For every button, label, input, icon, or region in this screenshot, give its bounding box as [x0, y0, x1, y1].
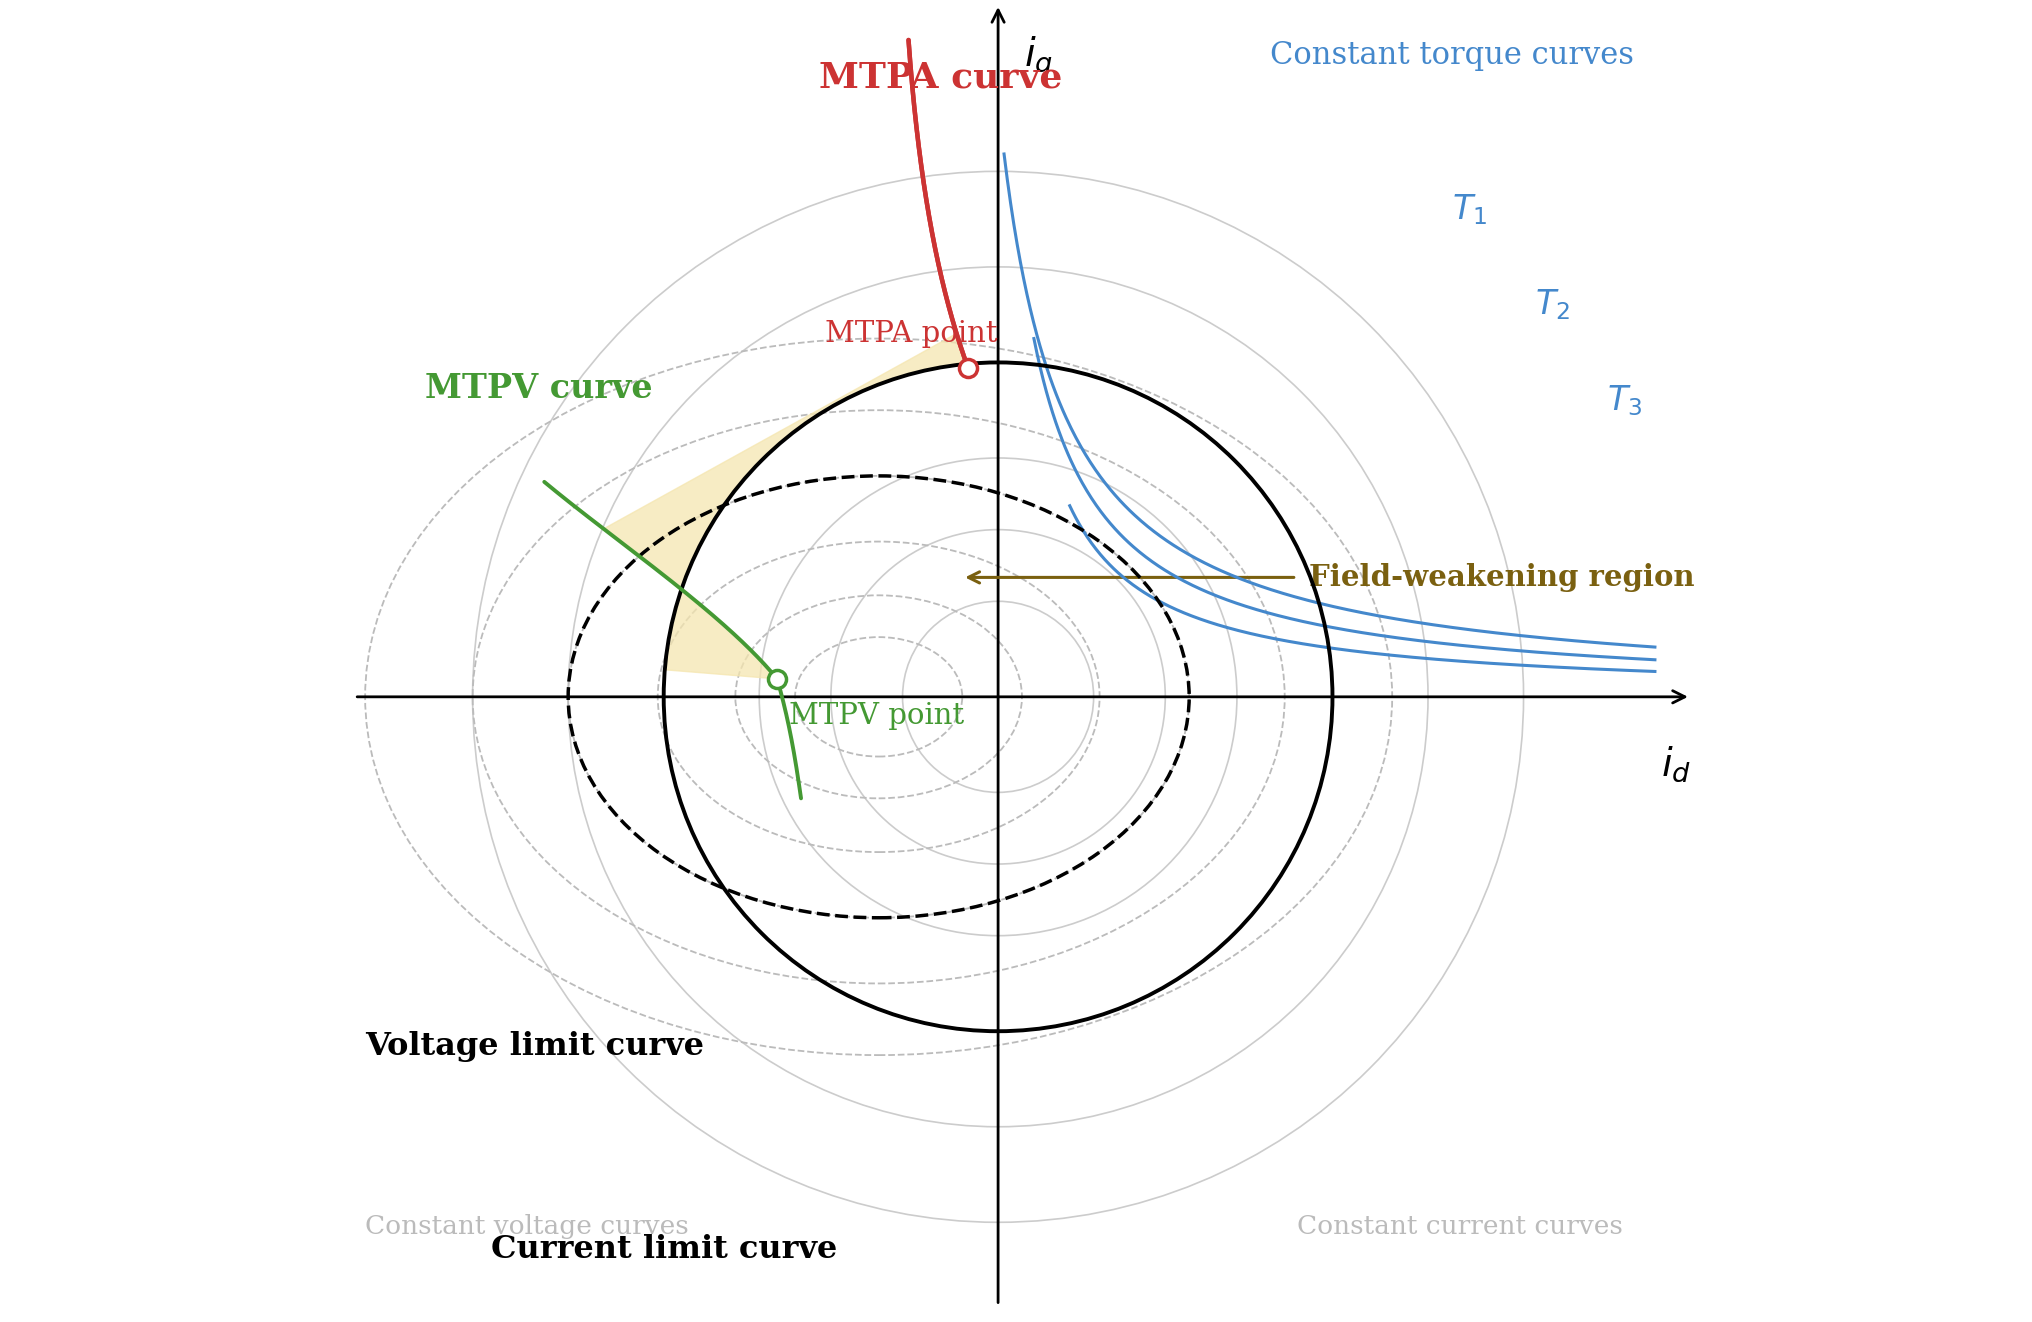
Text: $T_2$: $T_2$	[1536, 288, 1571, 323]
Text: MTPA point: MTPA point	[825, 320, 998, 348]
Text: MTPA curve: MTPA curve	[819, 61, 1063, 95]
Text: Current limit curve: Current limit curve	[490, 1235, 837, 1265]
Text: MTPV point: MTPV point	[788, 702, 965, 730]
Text: Field-weakening region: Field-weakening region	[1309, 563, 1695, 592]
Text: MTPV curve: MTPV curve	[425, 373, 652, 406]
Text: $\mathit{i}_q$: $\mathit{i}_q$	[1024, 34, 1053, 81]
Text: Constant torque curves: Constant torque curves	[1270, 40, 1634, 71]
Text: $T_3$: $T_3$	[1607, 383, 1642, 418]
Text: Constant current curves: Constant current curves	[1296, 1214, 1622, 1239]
Text: $T_1$: $T_1$	[1453, 192, 1487, 227]
Text: Constant voltage curves: Constant voltage curves	[366, 1214, 689, 1239]
Text: $\mathit{i}_d$: $\mathit{i}_d$	[1660, 744, 1691, 784]
Polygon shape	[604, 333, 967, 680]
Text: Voltage limit curve: Voltage limit curve	[366, 1031, 705, 1062]
